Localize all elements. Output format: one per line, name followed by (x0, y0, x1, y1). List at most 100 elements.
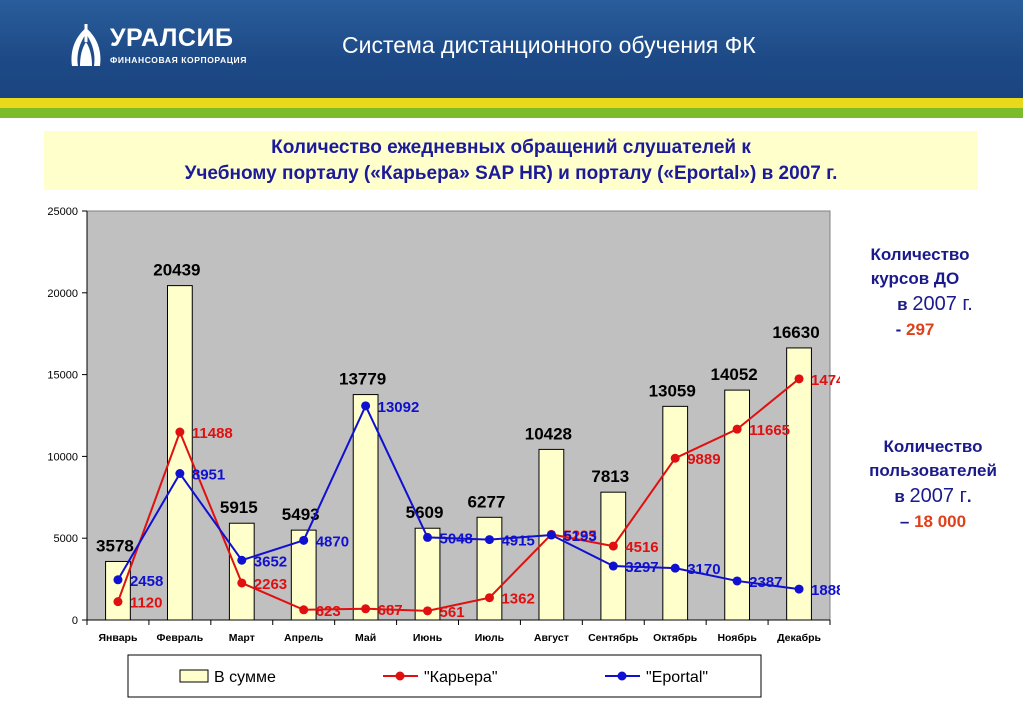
courses-label-2: курсов ДО (870, 269, 960, 288)
bar-value-label: 13059 (649, 381, 696, 400)
header-stripe-green (0, 108, 1023, 118)
courses-label-1: Количество (870, 245, 970, 264)
y-axis: 0 5000 10000 15000 20000 25000 (47, 206, 88, 627)
legend-label: В сумме (214, 669, 276, 686)
karera-point (732, 424, 742, 434)
eportal-value-label: 4870 (316, 533, 349, 550)
bar-value-label: 7813 (591, 467, 629, 486)
karera-value-label: 11488 (192, 425, 233, 442)
header-stripe-yellow (0, 98, 1023, 108)
legend-eportal-marker (617, 671, 627, 681)
karera-value-label: 14742 (811, 372, 840, 389)
y-tick-label: 5000 (54, 533, 78, 545)
eportal-value-label: 5193 (563, 528, 596, 545)
chart-title-line1: Количество ежедневных обращений слушател… (271, 137, 751, 158)
karera-value-label: 5235 (563, 527, 596, 544)
eportal-point (175, 469, 185, 479)
karera-value-label: 11665 (749, 422, 790, 439)
chart-title-box: Количество ежедневных обращений слушател… (44, 131, 978, 190)
users-year: 2007 г (909, 485, 967, 507)
y-tick-label: 15000 (47, 370, 78, 382)
karera-point (794, 374, 804, 384)
legend-label: "Карьера" (424, 669, 498, 686)
eportal-point (546, 530, 556, 540)
bar (352, 394, 379, 621)
karera-point (361, 604, 371, 614)
karera-point (608, 541, 618, 551)
karera-value-label: 1362 (501, 591, 534, 608)
eportal-value-label: 2458 (130, 573, 163, 590)
chart-title-line2: Учебному порталу («Карьера» SAP HR) и по… (184, 163, 838, 184)
users-label-1: Количество (883, 437, 983, 456)
y-tick-label: 20000 (47, 288, 78, 300)
x-axis: Январь Февраль Март Апрель Май Июнь Июль Август… (86, 619, 831, 644)
eportal-value-label: 3652 (254, 553, 287, 570)
x-tick-label: Декабрь (777, 632, 821, 644)
bar-value-label: 3578 (96, 536, 134, 555)
x-tick-label: Сентябрь (588, 632, 639, 644)
users-label-3: в 2007 г. (848, 483, 1018, 510)
karera-point (670, 453, 680, 463)
logo-emblem-icon (71, 24, 101, 66)
bar-value-label: 10428 (525, 424, 572, 443)
bar (662, 405, 689, 621)
bar (724, 389, 751, 621)
plot-area (86, 210, 831, 621)
y-tick-label: 10000 (47, 451, 78, 463)
header-bar (0, 0, 1023, 98)
karera-line (117, 378, 800, 612)
legend: В сумме "Карьера" "Eportal" (127, 654, 762, 698)
x-tick-label: Февраль (157, 632, 204, 644)
x-tick-label: Май (355, 632, 376, 644)
eportal-point (794, 584, 804, 594)
eportal-point (361, 401, 371, 411)
x-tick-label: Октябрь (653, 632, 698, 644)
karera-value-label: 1120 (130, 595, 163, 612)
bar-value-label: 16630 (772, 323, 819, 342)
karera-point (175, 427, 185, 437)
karera-value-label: 623 (316, 603, 341, 620)
legend-box (127, 654, 762, 698)
courses-dash: - (895, 320, 902, 339)
logo-subtitle: ФИНАНСОВАЯ КОРПОРАЦИЯ (110, 55, 247, 65)
logo-wordmark: УРАЛСИБ (110, 24, 234, 52)
legend-karera-marker (395, 671, 405, 681)
courses-info: Количество курсов ДО в 2007 г. - 297 (850, 243, 990, 342)
x-tick-label: Июнь (413, 632, 443, 644)
eportal-point (113, 575, 123, 585)
bar-value-label: 5609 (406, 503, 444, 522)
karera-value-label: 2263 (254, 576, 287, 593)
users-value: 18 000 (914, 512, 967, 531)
users-count: – 18 000 (848, 510, 1018, 534)
eportal-value-label: 5048 (440, 530, 473, 547)
bar (786, 347, 812, 621)
bar (414, 527, 441, 621)
bar-value-label: 5493 (282, 505, 320, 524)
bar (228, 522, 255, 621)
eportal-value-label: 2387 (749, 574, 782, 591)
courses-value: 297 (906, 320, 935, 339)
eportal-value-label: 1888 (811, 582, 840, 599)
karera-value-label: 9889 (687, 451, 720, 468)
y-tick-label: 25000 (47, 206, 78, 218)
eportal-point (423, 532, 433, 542)
x-tick-label: Ноябрь (717, 632, 757, 644)
x-tick-label: Март (229, 632, 255, 644)
eportal-value-label: 4915 (501, 533, 534, 550)
bar (290, 529, 317, 621)
eportal-value-label: 13092 (378, 399, 420, 416)
combo-chart: 0 5000 10000 15000 20000 25000 Январь Февраль М… (47, 206, 840, 698)
courses-label-3: в 2007 г. (880, 291, 990, 318)
karera-point (113, 597, 123, 607)
bar (600, 491, 627, 621)
eportal-value-label: 3297 (625, 559, 658, 576)
legend-label: "Eportal" (646, 669, 708, 686)
users-dot: . (966, 487, 972, 506)
bar-value-label: 14052 (710, 365, 757, 384)
eportal-point (608, 561, 618, 571)
eportal-point (484, 535, 494, 545)
karera-point (484, 593, 494, 603)
y-tick-label: 0 (72, 615, 78, 627)
karera-point (423, 606, 433, 616)
courses-prefix: в (897, 295, 908, 314)
